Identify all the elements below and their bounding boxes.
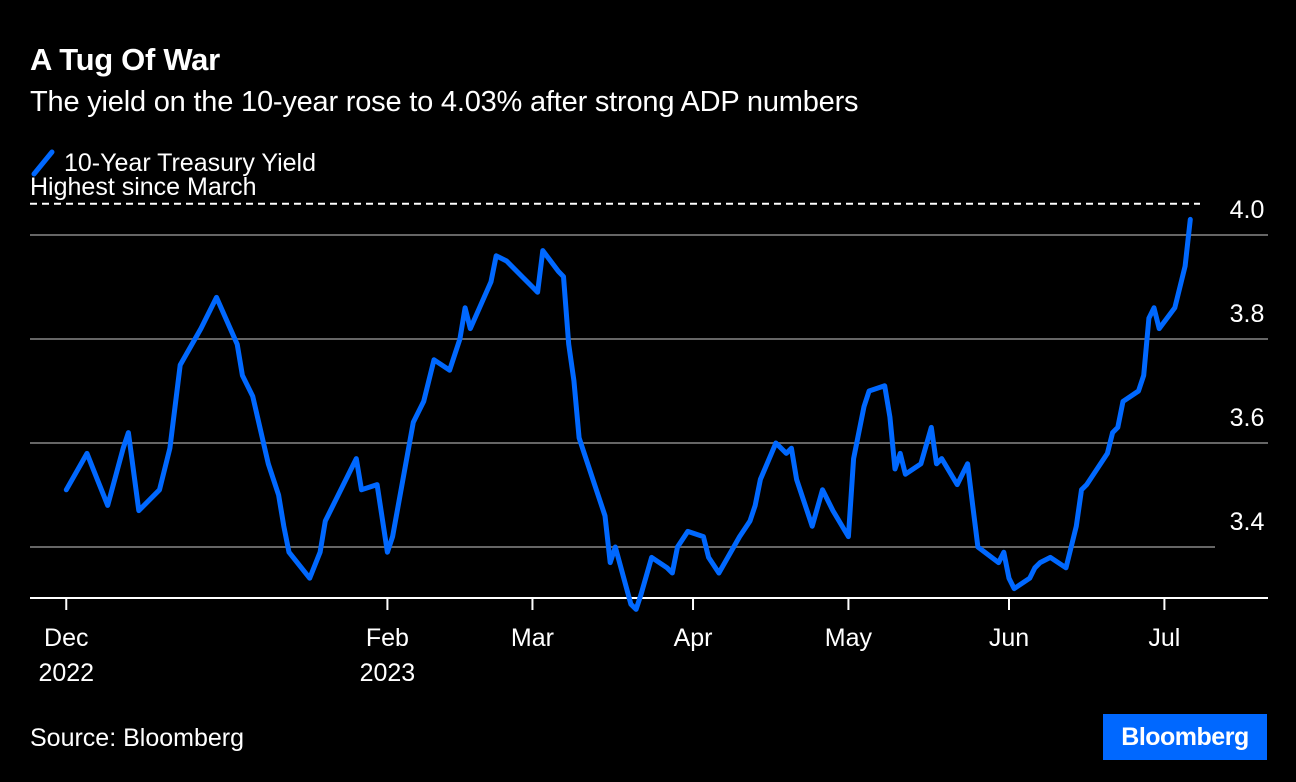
annotation-label: Highest since March bbox=[30, 173, 256, 201]
x-tick-label: Jul bbox=[1148, 624, 1180, 652]
x-tick-label: Mar bbox=[511, 624, 554, 652]
chart-title: A Tug Of War bbox=[30, 42, 220, 77]
y-tick-label: 3.8 bbox=[1230, 300, 1265, 328]
bloomberg-logo: Bloomberg bbox=[1103, 714, 1267, 760]
x-tick-label: Apr bbox=[674, 624, 713, 652]
x-axis: Dec 2022 Feb 2023 Mar Apr May Jun Jul bbox=[30, 597, 1268, 687]
x-tick-sublabel: 2023 bbox=[360, 659, 416, 687]
legend-label: 10-Year Treasury Yield bbox=[64, 148, 317, 177]
y-tick-label: 4.0 bbox=[1230, 196, 1265, 224]
legend: 10-Year Treasury Yield bbox=[30, 148, 316, 178]
y-axis: 3.4 3.6 3.8 4.0 bbox=[1230, 196, 1265, 536]
series-line-10-year-treasury-yield bbox=[63, 216, 1193, 612]
x-tick-label: Jun bbox=[989, 624, 1029, 652]
x-tick-label: Dec bbox=[44, 624, 88, 652]
chart-subtitle: The yield on the 10-year rose to 4.03% a… bbox=[30, 86, 859, 118]
series-layer bbox=[63, 216, 1193, 612]
x-tick-label: Feb bbox=[366, 624, 409, 652]
source-note: Source: Bloomberg bbox=[30, 724, 245, 752]
x-tick-sublabel: 2022 bbox=[38, 659, 94, 687]
line-chart: Highest since March Dec 2022 Feb 2023 Mar Apr… bbox=[30, 173, 1268, 687]
legend-swatch-icon bbox=[31, 149, 55, 177]
x-tick-label: May bbox=[825, 624, 873, 652]
annotations: Highest since March bbox=[30, 173, 1200, 205]
y-tick-label: 3.4 bbox=[1230, 508, 1265, 536]
y-tick-label: 3.6 bbox=[1230, 404, 1265, 432]
